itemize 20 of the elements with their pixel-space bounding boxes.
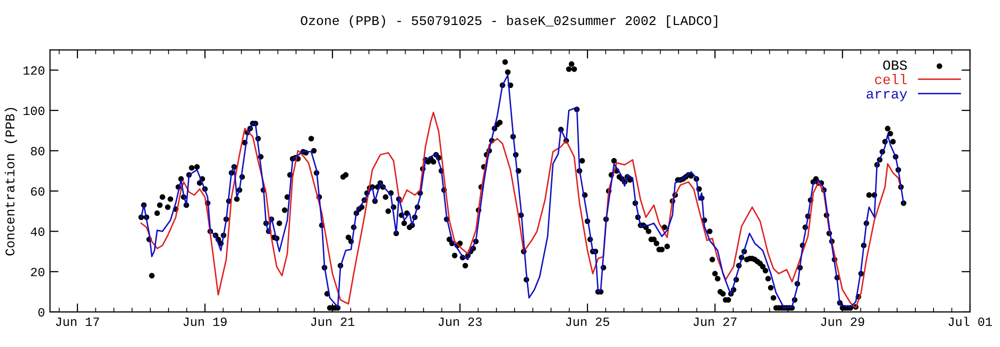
y-tick-label: 0 [38,308,44,317]
y-tick-label: 40 [30,228,44,236]
y-axis-title: Concentration (PPB) [4,108,18,256]
chart-title: Ozone (PPB) - 550791025 - baseK_02summer 2002 [LADCO] [300,15,718,28]
x-tick-label: Jul 01 [948,316,992,326]
y-tick-label: 100 [24,106,44,116]
legend-label: cell [875,74,907,84]
y-tick-label: 60 [31,187,44,196]
x-tick-label: Jun 27 [694,318,737,326]
y-tick-label: 120 [24,66,44,75]
legend-label: OBS [883,60,907,70]
x-tick-label: Jun 23 [438,318,482,326]
x-tick-label: Jun 17 [56,318,99,326]
y-tick-label: 80 [30,146,44,156]
x-tick-label: Jun 21 [311,318,354,326]
x-tick-label: Jun 25 [566,318,610,326]
x-tick-label: Jun 19 [184,318,227,326]
x-tick-label: Jun 29 [821,318,864,326]
legend-label: array [866,90,908,102]
y-tick-label: 20 [31,268,44,276]
